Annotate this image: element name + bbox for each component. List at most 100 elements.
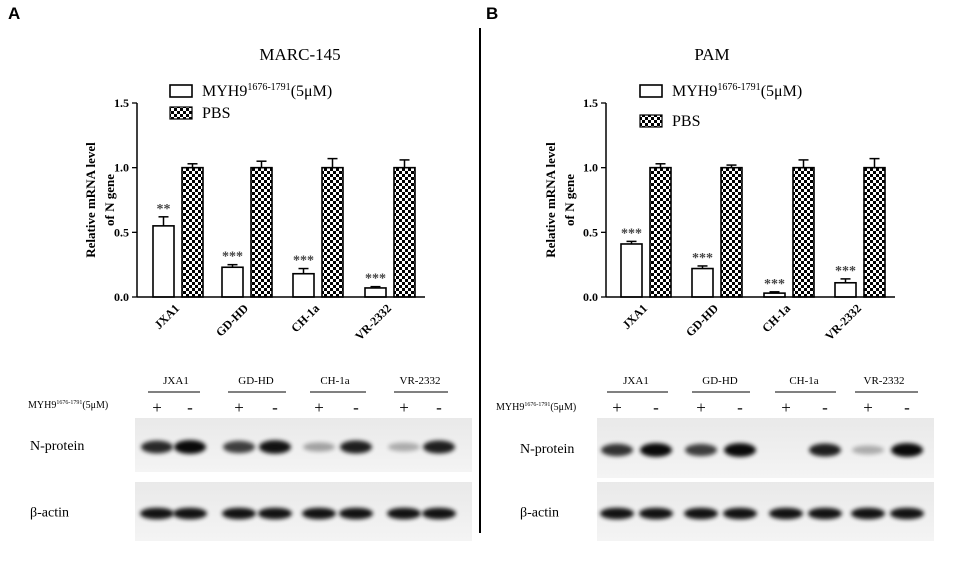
- band-actin: [339, 507, 373, 520]
- panel-letter-b: B: [486, 4, 499, 23]
- band-actin: [302, 507, 336, 520]
- blot-row-label-actin: β-actin: [520, 506, 559, 521]
- sign-plus: +: [314, 398, 324, 417]
- significance-label: ***: [293, 254, 314, 269]
- band-n-protein: [141, 440, 173, 454]
- blot-group-label: GD-HD: [238, 375, 273, 387]
- blot-row-label-n-protein: N-protein: [520, 442, 574, 457]
- sign-plus: +: [152, 398, 162, 417]
- bar-treatment: [691, 267, 714, 298]
- band-n-protein: [388, 442, 420, 452]
- legend-label-pbs: PBS: [202, 105, 230, 122]
- band-n-protein: [423, 440, 455, 454]
- x-tick-label: GD-HD: [213, 301, 251, 339]
- bar-treatment: [292, 272, 315, 298]
- y-tick-label: 1.5: [114, 96, 129, 110]
- band-n-protein: [340, 440, 372, 454]
- band-actin: [723, 507, 757, 520]
- blot-group-label: CH-1a: [320, 375, 349, 387]
- band-actin: [851, 507, 885, 520]
- bar-treatment: [834, 281, 857, 298]
- band-n-protein: [891, 443, 923, 457]
- x-tick-label: JXA1: [619, 301, 650, 332]
- significance-label: ***: [692, 251, 713, 266]
- band-actin: [387, 507, 421, 520]
- bar-treatment: [620, 243, 643, 298]
- band-n-protein: [303, 442, 335, 452]
- y-axis-label-line2: of N gene: [562, 174, 577, 226]
- sign-minus: -: [353, 398, 359, 417]
- panel-divider: [479, 28, 481, 533]
- legend-swatch-treatment: [639, 84, 663, 98]
- sign-plus: +: [399, 398, 409, 417]
- bar-pbs: [393, 166, 416, 298]
- band-actin: [140, 507, 174, 520]
- band-actin: [890, 507, 924, 520]
- y-tick-label: 0.0: [114, 290, 129, 304]
- band-actin: [684, 507, 718, 520]
- sign-plus: +: [696, 398, 706, 417]
- legend-label-pbs: PBS: [672, 113, 700, 130]
- legend-swatch-pbs: [169, 106, 193, 120]
- legend-label-treatment: MYH91676-1791(5μM): [202, 82, 332, 100]
- significance-label: ***: [835, 264, 856, 279]
- bar-pbs: [321, 166, 344, 298]
- bar-pbs: [649, 166, 672, 298]
- blot-row-label-n-protein: N-protein: [30, 439, 84, 454]
- bar-treatment: [364, 287, 387, 298]
- x-tick-label: GD-HD: [683, 301, 721, 339]
- bar-treatment: [221, 266, 244, 298]
- band-actin: [258, 507, 292, 520]
- y-tick-label: 0.0: [583, 290, 598, 304]
- band-actin: [222, 507, 256, 520]
- blot-group-label: GD-HD: [702, 375, 737, 387]
- blot-group-label: JXA1: [163, 375, 189, 387]
- y-tick-label: 1.0: [583, 161, 598, 175]
- legend-swatch-pbs: [639, 114, 663, 128]
- blot-row-label-actin: β-actin: [30, 506, 69, 521]
- blot-treatment-label: MYH91676-1791(5μM): [496, 402, 576, 413]
- y-tick-label: 1.0: [114, 161, 129, 175]
- y-tick-label: 1.5: [583, 96, 598, 110]
- legend-swatch-treatment: [169, 84, 193, 98]
- bar-pbs: [250, 166, 273, 298]
- x-tick-label: CH-1a: [288, 301, 322, 335]
- band-n-protein: [724, 443, 756, 457]
- sign-minus: -: [187, 398, 193, 417]
- band-actin: [808, 507, 842, 520]
- sign-minus: -: [272, 398, 278, 417]
- band-actin: [769, 507, 803, 520]
- sign-plus: +: [863, 398, 873, 417]
- significance-label: ***: [365, 272, 386, 287]
- x-tick-label: CH-1a: [759, 301, 793, 335]
- bar-pbs: [863, 166, 886, 298]
- band-actin: [639, 507, 673, 520]
- x-tick-label: VR-2332: [822, 301, 864, 343]
- blot-group-label: CH-1a: [789, 375, 818, 387]
- band-n-protein: [259, 440, 291, 454]
- y-tick-label: 0.5: [114, 225, 129, 239]
- significance-label: **: [157, 202, 171, 217]
- bar-treatment: [152, 225, 175, 298]
- blot-group-label: JXA1: [623, 375, 649, 387]
- band-n-protein: [852, 445, 884, 455]
- y-axis-label: Relative mRNA level: [83, 142, 98, 258]
- band-actin: [173, 507, 207, 520]
- y-axis-label-line2: of N gene: [102, 174, 117, 226]
- band-n-protein: [601, 443, 633, 457]
- bar-pbs: [181, 166, 204, 298]
- y-axis-label: Relative mRNA level: [543, 142, 558, 258]
- band-n-protein: [174, 440, 206, 454]
- band-n-protein: [640, 443, 672, 457]
- x-tick-label: VR-2332: [352, 301, 394, 343]
- sign-minus: -: [737, 398, 743, 417]
- legend-label-treatment: MYH91676-1791(5μM): [672, 82, 802, 100]
- sign-minus: -: [653, 398, 659, 417]
- sign-minus: -: [822, 398, 828, 417]
- blot-treatment-label: MYH91676-1791(5μM): [28, 400, 108, 411]
- significance-label: ***: [621, 226, 642, 241]
- panel-letter-a: A: [8, 4, 21, 23]
- band-n-protein: [685, 443, 717, 457]
- chart-title: PAM: [694, 45, 729, 64]
